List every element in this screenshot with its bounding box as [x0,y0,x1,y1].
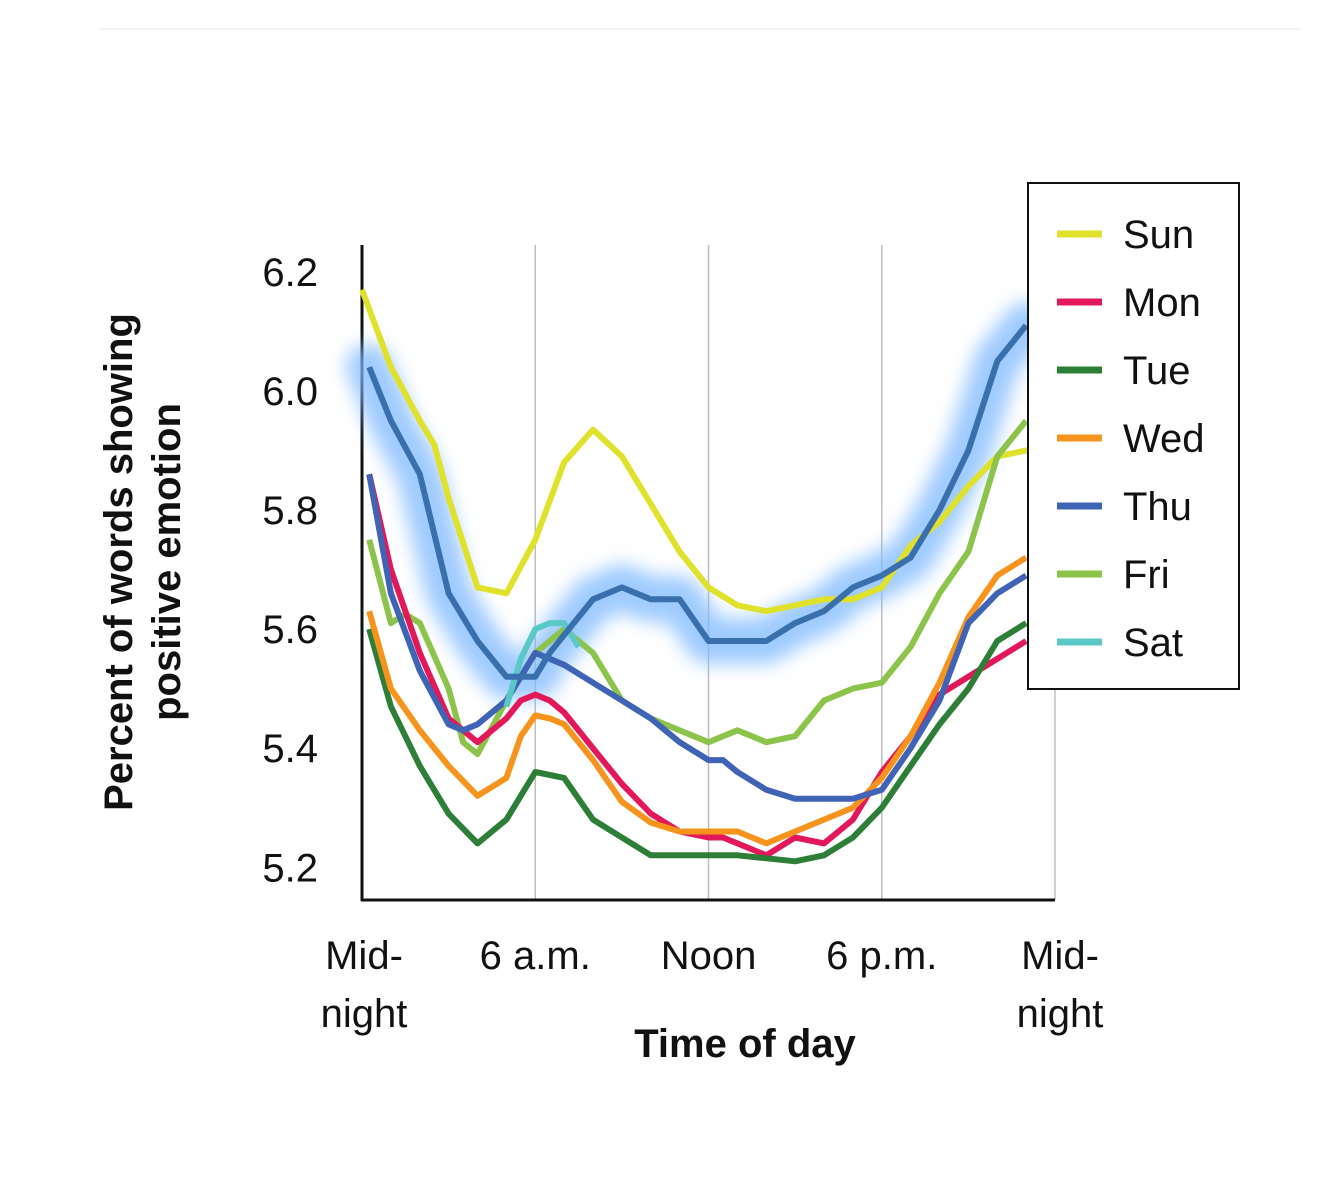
legend-label-mon: Mon [1123,281,1201,325]
legend-label-tue: Tue [1123,349,1190,393]
series-line-fri [366,418,1029,758]
x-tick-label: Mid- [1021,934,1099,978]
y-tick-label: 5.8 [262,489,318,533]
x-tick-label: 6 a.m. [480,934,591,978]
series-line-sat-segment [503,620,582,708]
y-tick-label: 6.2 [262,251,318,295]
x-tick-labels: Mid-night 6 a.m. Noon 6 p.m. Mid-night [321,934,1104,1036]
series-line-sat-highlighted [366,323,1029,680]
y-tick-label: 6.0 [262,370,318,414]
series-line-tue [366,620,1028,865]
y-tick-labels: 5.2 5.4 5.6 5.8 6.0 6.2 [262,251,318,890]
legend: Sun Mon Tue Wed Thu Fri Sat [1027,182,1240,690]
series-line-wed [366,555,1028,847]
x-tick-label: Noon [661,934,757,978]
x-tick-label: night [321,992,408,1036]
x-tick-label: 6 p.m. [826,934,937,978]
legend-label-wed: Wed [1123,417,1205,461]
y-axis-title-line-1: Percent of words showing [97,313,141,811]
y-tick-label: 5.6 [262,608,318,652]
legend-label-sun: Sun [1123,213,1194,257]
legend-label-thu: Thu [1123,485,1192,529]
legend-label-sat: Sat [1123,621,1183,665]
y-axis-title: Percent of words showing positive emotio… [97,313,189,811]
y-axis-title-line-2: positive emotion [145,403,189,721]
y-tick-label: 5.4 [262,727,318,771]
top-divider [100,28,1300,30]
legend-label-fri: Fri [1123,553,1170,597]
x-tick-label: night [1017,992,1104,1036]
x-axis-title: Time of day [634,1022,856,1066]
series-layer [346,288,1056,865]
y-tick-label: 5.2 [262,846,318,890]
series-line-thu [366,473,1028,802]
series-line-sun [359,288,1056,615]
x-tick-label: Mid- [325,934,403,978]
